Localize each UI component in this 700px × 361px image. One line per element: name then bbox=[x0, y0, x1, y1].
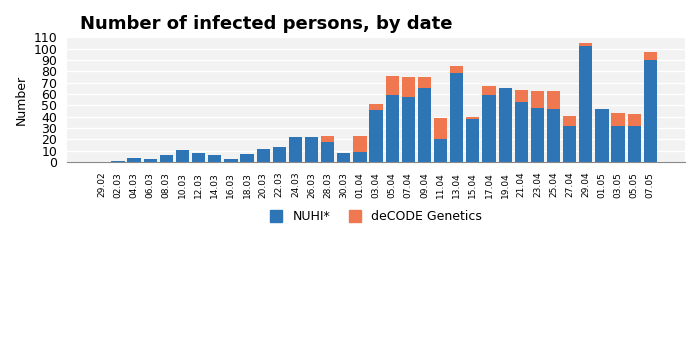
Bar bbox=[160, 155, 173, 162]
Bar bbox=[531, 108, 544, 162]
Bar bbox=[628, 114, 640, 126]
Bar bbox=[547, 91, 560, 109]
Bar bbox=[289, 137, 302, 162]
Bar bbox=[418, 77, 431, 88]
Bar bbox=[514, 102, 528, 162]
Bar bbox=[595, 109, 608, 162]
Bar bbox=[563, 116, 576, 126]
Bar bbox=[611, 126, 624, 162]
Bar bbox=[354, 152, 367, 162]
Bar bbox=[208, 155, 221, 162]
Bar bbox=[450, 73, 463, 162]
Bar bbox=[434, 118, 447, 139]
Bar bbox=[466, 119, 480, 162]
Bar bbox=[224, 159, 237, 162]
Bar bbox=[127, 158, 141, 162]
Bar bbox=[111, 161, 125, 162]
Bar bbox=[531, 91, 544, 108]
Text: Number of infected persons, by date: Number of infected persons, by date bbox=[80, 15, 452, 33]
Bar bbox=[192, 153, 205, 162]
Bar bbox=[579, 47, 592, 162]
Bar bbox=[563, 126, 576, 162]
Bar bbox=[466, 117, 480, 119]
Bar bbox=[482, 95, 496, 162]
Bar bbox=[354, 136, 367, 152]
Bar bbox=[498, 88, 512, 162]
Bar bbox=[482, 86, 496, 95]
Bar bbox=[418, 88, 431, 162]
Bar bbox=[579, 43, 592, 47]
Bar bbox=[611, 113, 624, 126]
Bar bbox=[547, 109, 560, 162]
Bar bbox=[176, 150, 189, 162]
Bar bbox=[514, 90, 528, 102]
Bar bbox=[644, 60, 657, 162]
Bar bbox=[370, 110, 383, 162]
Y-axis label: Number: Number bbox=[15, 75, 28, 125]
Bar bbox=[305, 137, 318, 162]
Bar bbox=[321, 142, 335, 162]
Bar bbox=[628, 126, 640, 162]
Bar bbox=[144, 159, 157, 162]
Bar bbox=[402, 97, 415, 162]
Bar bbox=[450, 66, 463, 73]
Bar bbox=[386, 95, 399, 162]
Legend: NUHI*, deCODE Genetics: NUHI*, deCODE Genetics bbox=[265, 205, 487, 228]
Bar bbox=[273, 147, 286, 162]
Bar bbox=[337, 153, 351, 162]
Bar bbox=[370, 104, 383, 110]
Bar bbox=[644, 52, 657, 60]
Bar bbox=[321, 136, 335, 142]
Bar bbox=[434, 139, 447, 162]
Bar bbox=[256, 148, 270, 162]
Bar bbox=[402, 77, 415, 97]
Bar bbox=[240, 154, 253, 162]
Bar bbox=[386, 76, 399, 95]
